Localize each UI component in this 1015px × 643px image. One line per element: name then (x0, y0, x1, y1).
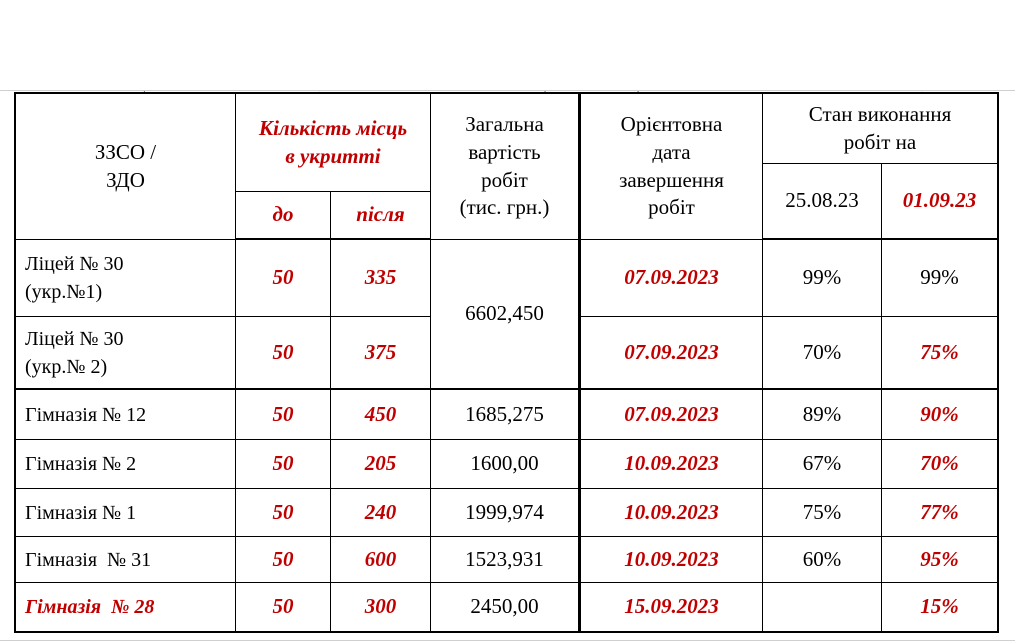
cell-progress-1: 60% (763, 537, 882, 583)
header-after: після (331, 192, 431, 240)
cell-places-after: 335 (331, 240, 431, 317)
cell-places-after: 600 (331, 537, 431, 583)
cell-cost: 1523,931 (431, 537, 581, 583)
divider-line-bottom (0, 640, 1015, 641)
row-school-name: Ліцей № 30 (укр.№ 2) (16, 317, 236, 390)
cell-places-before: 50 (236, 390, 331, 440)
cell-due-date: 07.09.2023 (581, 317, 763, 390)
row-school-name: Гімназія № 12 (16, 390, 236, 440)
shelter-works-table: ЗЗСО / ЗДО Кількість місць в укритті Заг… (14, 92, 999, 633)
cell-progress-2: 75% (882, 317, 997, 390)
cell-due-date: 07.09.2023 (581, 390, 763, 440)
cell-progress-2: 77% (882, 489, 997, 537)
cell-cost-merged: 6602,450 (431, 240, 581, 390)
divider-line-top (0, 90, 1015, 91)
cell-due-date: 10.09.2023 (581, 440, 763, 489)
row-school-name: Гімназія № 1 (16, 489, 236, 537)
header-places-group: Кількість місць в укритті (236, 94, 431, 192)
cell-cost: 1999,974 (431, 489, 581, 537)
header-status-group: Стан виконання робіт на (763, 94, 997, 164)
cell-places-after: 240 (331, 489, 431, 537)
cell-places-after: 375 (331, 317, 431, 390)
header-status-date-2: 01.09.23 (882, 164, 997, 240)
cell-progress-2: 70% (882, 440, 997, 489)
header-before: до (236, 192, 331, 240)
cell-progress-1: 89% (763, 390, 882, 440)
cell-due-date: 15.09.2023 (581, 583, 763, 631)
header-cost: Загальна вартість робіт (тис. грн.) (431, 94, 581, 240)
cell-places-after: 450 (331, 390, 431, 440)
cell-places-after: 300 (331, 583, 431, 631)
header-school: ЗЗСО / ЗДО (16, 94, 236, 240)
header-status-date-1: 25.08.23 (763, 164, 882, 240)
cell-progress-2: 95% (882, 537, 997, 583)
row-school-name: Гімназія № 2 (16, 440, 236, 489)
cell-cost: 1600,00 (431, 440, 581, 489)
cell-places-before: 50 (236, 317, 331, 390)
cell-progress-2: 90% (882, 390, 997, 440)
cell-due-date: 07.09.2023 (581, 240, 763, 317)
cell-cost: 1685,275 (431, 390, 581, 440)
cell-progress-1 (763, 583, 882, 631)
cell-progress-1: 99% (763, 240, 882, 317)
cell-progress-1: 70% (763, 317, 882, 390)
row-school-name: Гімназія № 28 (16, 583, 236, 631)
cell-places-before: 50 (236, 489, 331, 537)
cell-progress-1: 67% (763, 440, 882, 489)
cell-due-date: 10.09.2023 (581, 489, 763, 537)
header-due-date: Орієнтовна дата завершення робіт (581, 94, 763, 240)
cell-places-before: 50 (236, 583, 331, 631)
cell-progress-1: 75% (763, 489, 882, 537)
cell-places-before: 50 (236, 440, 331, 489)
cell-progress-2: 15% (920, 594, 959, 619)
cell-cost: 2450,00 (431, 583, 581, 631)
cell-due-date: 10.09.2023 (581, 537, 763, 583)
row-school-name: Гімназія № 31 (16, 537, 236, 583)
cell-places-after: 205 (331, 440, 431, 489)
cell-places-before: 50 (236, 240, 331, 317)
row-school-name: Ліцей № 30 (укр.№1) (16, 240, 236, 317)
cell-progress-2: 99% (882, 240, 997, 317)
cell-places-before: 50 (236, 537, 331, 583)
